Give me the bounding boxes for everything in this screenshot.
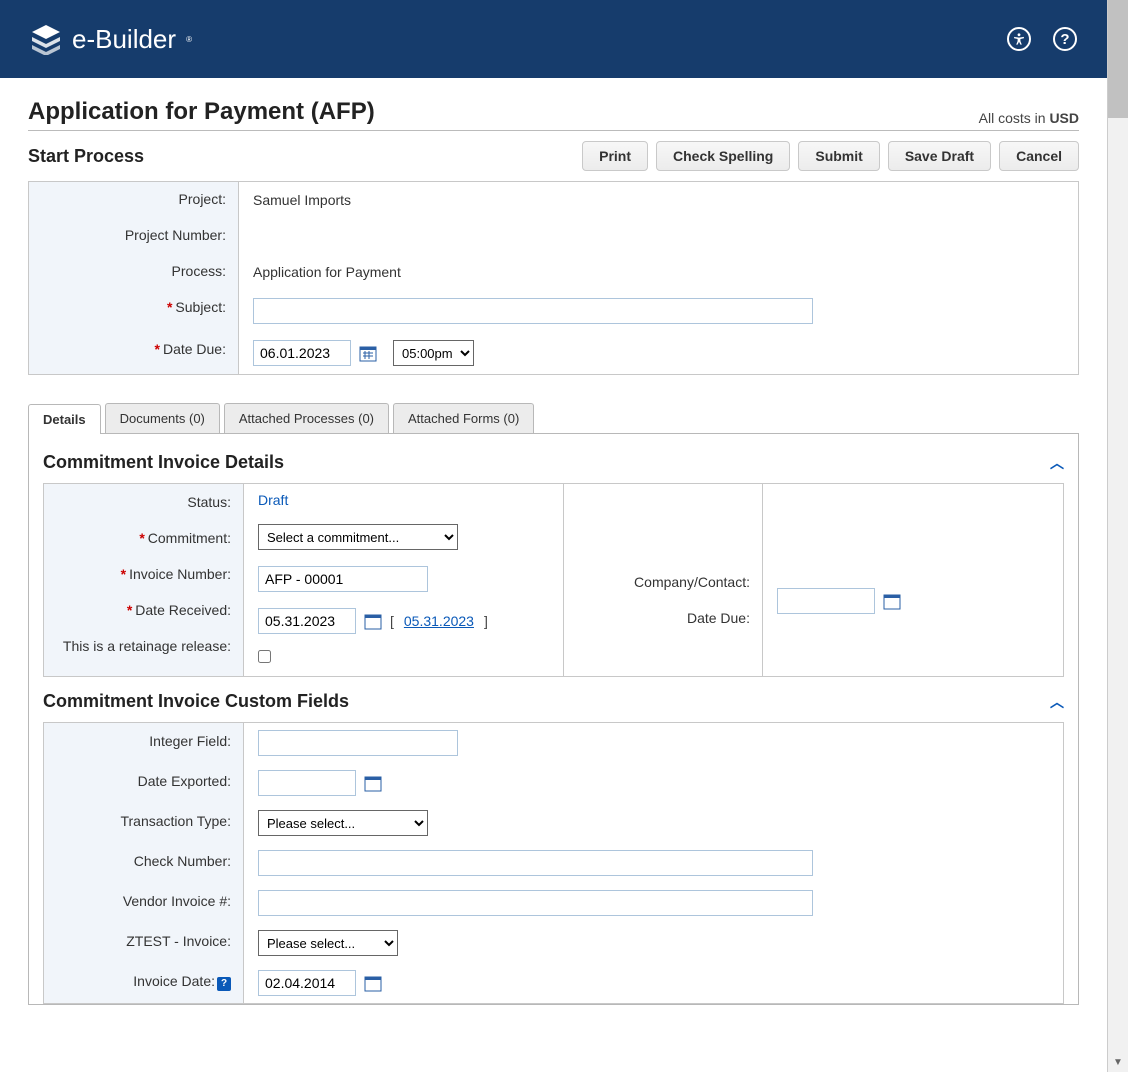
- date-due-label: *Date Due:: [29, 332, 239, 374]
- header-actions: ?: [1007, 27, 1077, 51]
- details-date-due-input[interactable]: [777, 588, 875, 614]
- calendar-icon[interactable]: [364, 774, 382, 792]
- ztest-label: ZTEST - Invoice:: [44, 923, 244, 963]
- date-exported-label: Date Exported:: [44, 763, 244, 803]
- cancel-button[interactable]: Cancel: [999, 141, 1079, 171]
- transaction-type-label: Transaction Type:: [44, 803, 244, 843]
- date-received-input[interactable]: [258, 608, 356, 634]
- check-number-input[interactable]: [258, 850, 813, 876]
- process-value: Application for Payment: [239, 254, 1078, 290]
- tab-documents[interactable]: Documents (0): [105, 403, 220, 433]
- calendar-icon[interactable]: [883, 592, 901, 610]
- retainage-checkbox[interactable]: [258, 650, 271, 663]
- transaction-type-select[interactable]: Please select...: [258, 810, 428, 836]
- cost-note: All costs in USD: [979, 110, 1079, 126]
- check-number-label: Check Number:: [44, 843, 244, 883]
- retainage-label: This is a retainage release:: [44, 628, 243, 664]
- tab-attached-forms[interactable]: Attached Forms (0): [393, 403, 534, 433]
- brand-text: e-Builder: [72, 24, 176, 55]
- date-received-label: *Date Received:: [44, 592, 243, 628]
- project-number-label: Project Number:: [29, 218, 239, 254]
- date-exported-input[interactable]: [258, 770, 356, 796]
- project-label: Project:: [29, 182, 239, 218]
- page-title: Application for Payment (AFP): [28, 98, 375, 126]
- calendar-icon[interactable]: [359, 344, 377, 362]
- commitment-select[interactable]: Select a commitment...: [258, 524, 458, 550]
- invoice-date-input[interactable]: [258, 970, 356, 996]
- ztest-select[interactable]: Please select...: [258, 930, 398, 956]
- date-received-link[interactable]: 05.31.2023: [402, 613, 476, 629]
- scroll-thumb[interactable]: [1108, 0, 1128, 118]
- process-label: Process:: [29, 254, 239, 290]
- page-scrollbar[interactable]: ▲ ▼: [1108, 0, 1128, 1072]
- scroll-down-icon[interactable]: ▼: [1108, 1052, 1128, 1072]
- invoice-number-label: *Invoice Number:: [44, 556, 243, 592]
- status-label: Status:: [44, 484, 243, 520]
- collapse-icon[interactable]: ︿: [1050, 453, 1064, 473]
- invoice-date-label: Invoice Date:?: [44, 963, 244, 1003]
- calendar-icon[interactable]: [364, 974, 382, 992]
- collapse-icon[interactable]: ︿: [1050, 692, 1064, 712]
- check-spelling-button[interactable]: Check Spelling: [656, 141, 790, 171]
- company-label: Company/Contact:: [564, 564, 762, 600]
- logo: e-Builder®: [30, 23, 192, 55]
- vendor-invoice-input[interactable]: [258, 890, 813, 916]
- date-due-time-select[interactable]: 05:00pm: [393, 340, 474, 366]
- tab-attached-processes[interactable]: Attached Processes (0): [224, 403, 389, 433]
- commitment-label: *Commitment:: [44, 520, 243, 556]
- tab-details[interactable]: Details: [28, 404, 101, 434]
- vendor-invoice-label: Vendor Invoice #:: [44, 883, 244, 923]
- action-buttons: Print Check Spelling Submit Save Draft C…: [582, 141, 1079, 171]
- calendar-icon[interactable]: [364, 612, 382, 630]
- submit-button[interactable]: Submit: [798, 141, 879, 171]
- date-due-input[interactable]: [253, 340, 351, 366]
- print-button[interactable]: Print: [582, 141, 648, 171]
- section-title-1: Commitment Invoice Details: [43, 452, 284, 473]
- topbar: e-Builder® ?: [0, 0, 1107, 78]
- subtitle: Start Process: [28, 146, 144, 167]
- help-icon[interactable]: ?: [217, 977, 231, 991]
- tabs: Details Documents (0) Attached Processes…: [28, 403, 1079, 433]
- project-value: Samuel Imports: [239, 182, 1078, 218]
- integer-label: Integer Field:: [44, 723, 244, 763]
- tab-panel-details: Commitment Invoice Details ︿ Status: *Co…: [28, 433, 1079, 1005]
- logo-icon: [30, 23, 62, 55]
- accessibility-icon[interactable]: [1007, 27, 1031, 51]
- status-value: Draft: [258, 492, 288, 508]
- save-draft-button[interactable]: Save Draft: [888, 141, 991, 171]
- start-process-block: Project: Samuel Imports Project Number: …: [28, 181, 1079, 375]
- invoice-number-input[interactable]: [258, 566, 428, 592]
- project-number-value: [239, 218, 1078, 254]
- subject-label: *Subject:: [29, 290, 239, 332]
- help-icon[interactable]: ?: [1053, 27, 1077, 51]
- custom-fields: Integer Field: Date Exported: Transactio…: [43, 722, 1064, 1004]
- commitment-invoice-details: Status: *Commitment: *Invoice Number: *D…: [43, 483, 1064, 677]
- section-title-2: Commitment Invoice Custom Fields: [43, 691, 349, 712]
- company-value: [763, 564, 1063, 580]
- integer-input[interactable]: [258, 730, 458, 756]
- subject-input[interactable]: [253, 298, 813, 324]
- details-date-due-label: Date Due:: [564, 600, 762, 636]
